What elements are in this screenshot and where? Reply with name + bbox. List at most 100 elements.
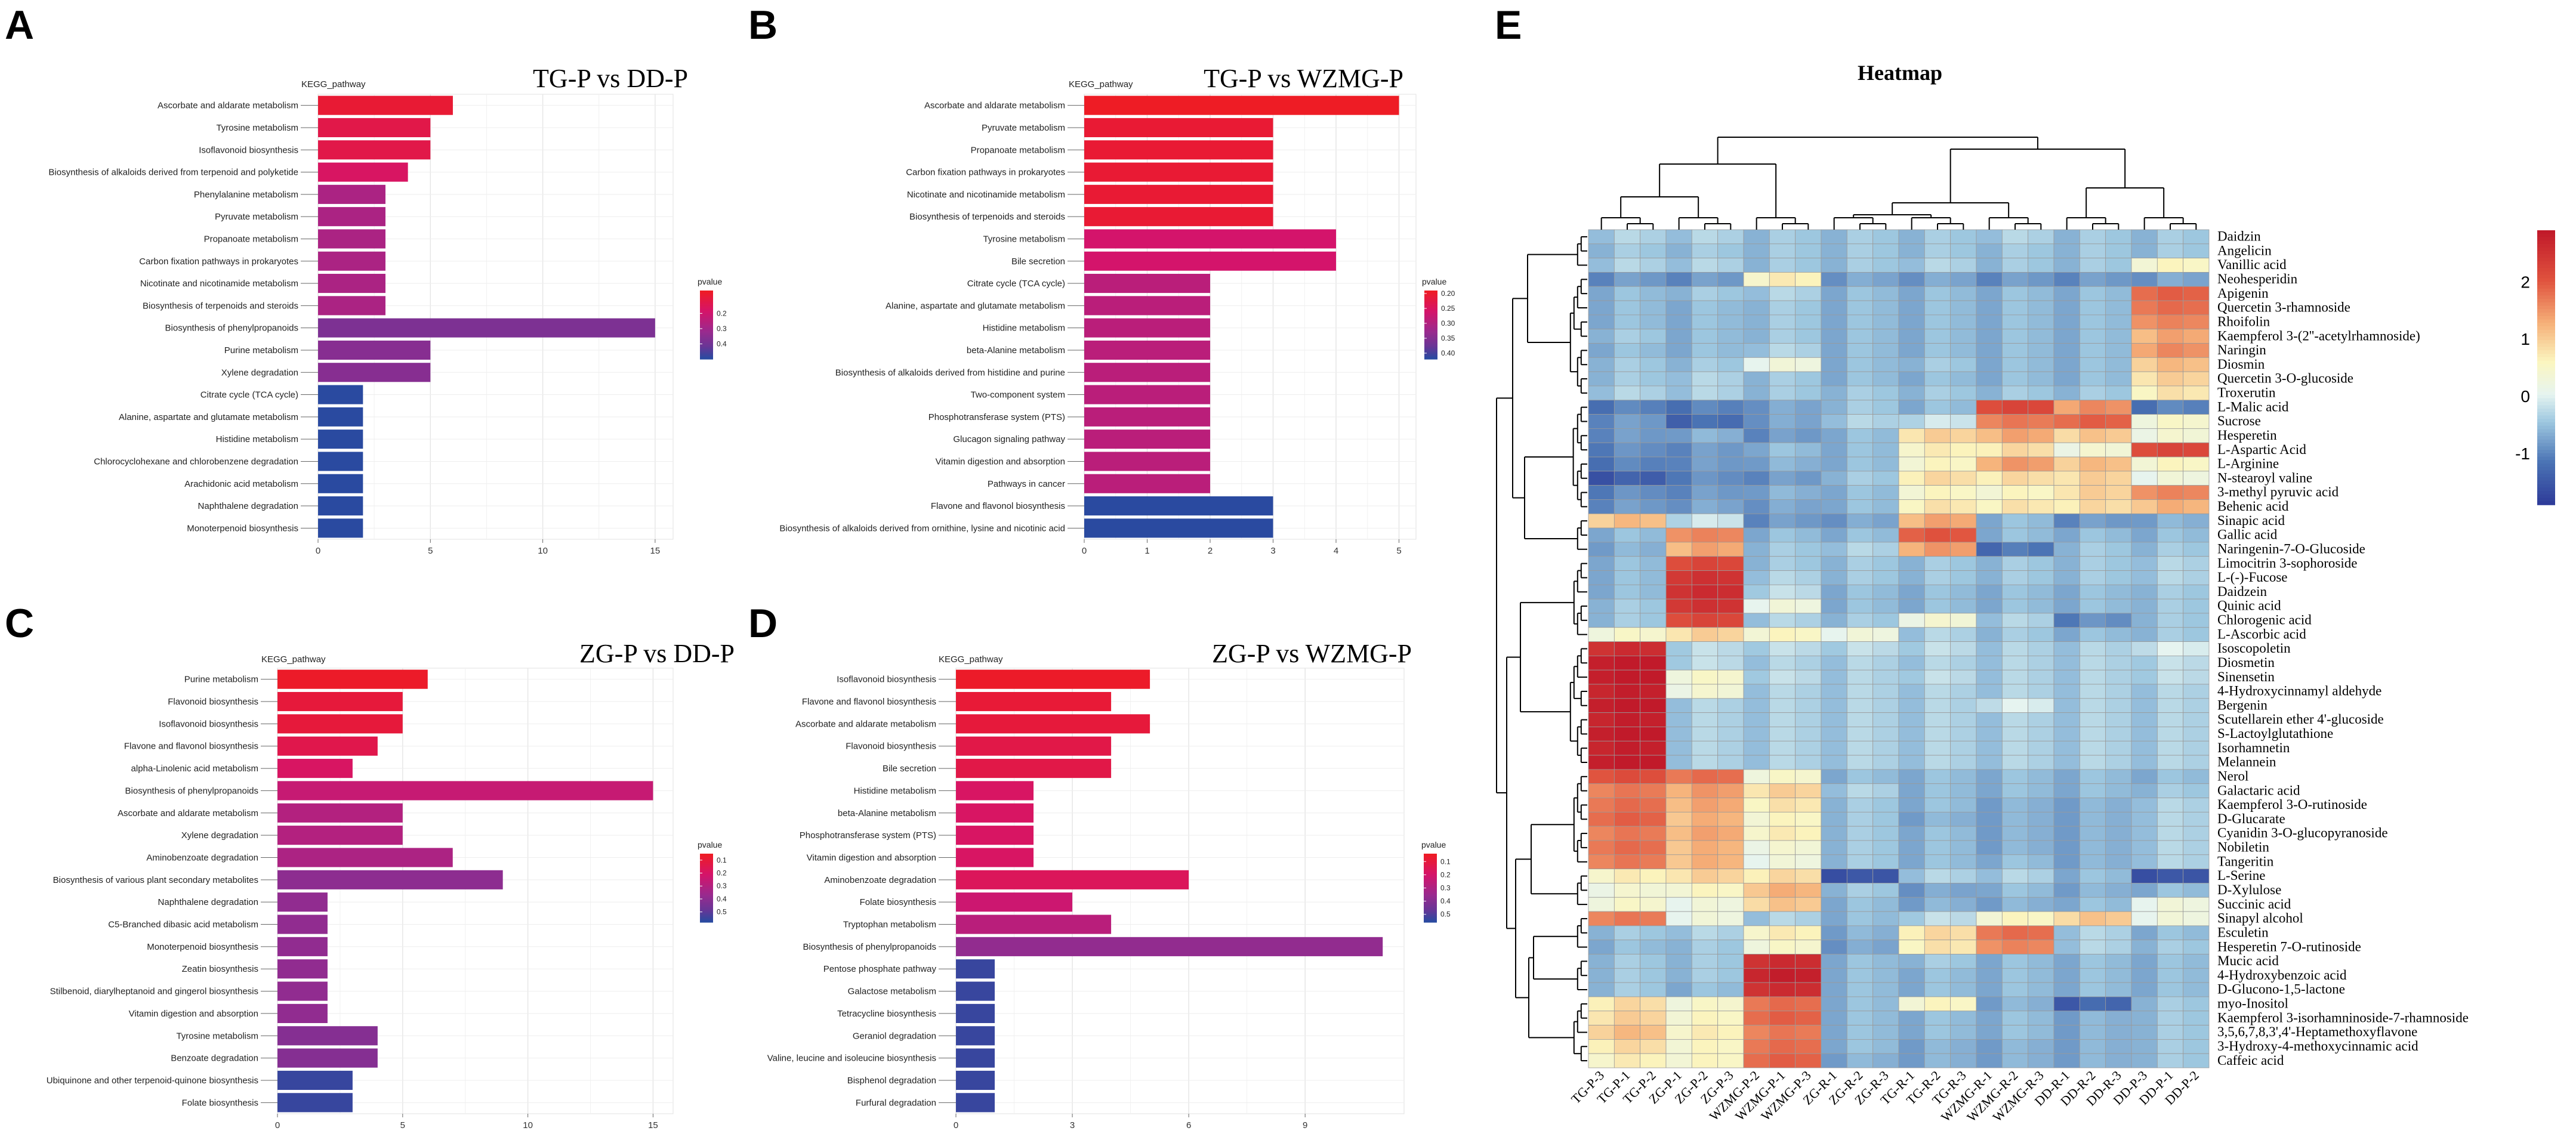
heatmap-cell — [1872, 357, 1899, 372]
legend-gradient-segment — [700, 309, 713, 312]
heatmap-cell — [1950, 769, 1977, 784]
heatmap-cell — [1691, 300, 1719, 316]
y-tick-label: Vitamin digestion and absorption — [936, 456, 1065, 466]
heatmap-cell — [1614, 727, 1641, 742]
colorbar-segment — [2537, 422, 2555, 427]
heatmap-cell — [1769, 698, 1796, 713]
heatmap-cell — [2053, 272, 2080, 287]
heatmap-cell — [1640, 1011, 1667, 1025]
heatmap-cell — [1769, 556, 1796, 571]
heatmap-cell — [1769, 897, 1796, 912]
legend-gradient-segment — [700, 864, 713, 866]
y-tick-label: Benzoate degradation — [171, 1054, 258, 1064]
heatmap-cell — [2131, 314, 2158, 330]
heatmap-cell — [1769, 712, 1796, 727]
panel-title: ZG-P vs DD-P — [579, 639, 735, 668]
colorbar-segment — [2537, 274, 2555, 279]
heatmap-cell — [1846, 1053, 1874, 1068]
heatmap-cell — [1898, 727, 1925, 742]
heatmap-cell — [1640, 314, 1667, 330]
heatmap-cell — [1898, 485, 1925, 500]
heatmap-cell — [1769, 968, 1796, 983]
legend-gradient-segment — [1424, 292, 1437, 295]
colorbar-segment — [2537, 251, 2555, 255]
legend-tick-label: 0.4 — [717, 339, 727, 348]
heatmap-cell — [2053, 598, 2080, 614]
heatmap-cell — [1950, 1025, 1977, 1040]
heatmap-cell — [2001, 940, 2029, 954]
bar-two-component-system — [1084, 385, 1211, 404]
heatmap-cell — [1795, 656, 1822, 671]
heatmap-cell — [1588, 798, 1615, 812]
heatmap-cell — [2001, 925, 2029, 941]
colorbar-segment — [2537, 419, 2555, 423]
y-tick-label: Vitamin digestion and absorption — [129, 1009, 258, 1019]
colorbar-segment — [2537, 347, 2555, 351]
heatmap-cell — [1846, 428, 1874, 443]
heatmap-cell — [1872, 442, 1899, 458]
legend-gradient-segment — [700, 313, 713, 315]
heatmap-cell — [1691, 286, 1719, 301]
heatmap-cell — [1614, 811, 1641, 827]
heatmap-cell — [1588, 357, 1615, 372]
kegg-pathway-label: KEGG_pathway — [1069, 79, 1133, 89]
legend-gradient-segment — [700, 872, 713, 875]
heatmap-cell — [1717, 911, 1744, 926]
heatmap-cell — [1614, 414, 1641, 429]
heatmap-cell — [1614, 712, 1641, 727]
bar-biosynthesis-of-various-plant-secondary-metabolites — [277, 870, 503, 889]
heatmap-cell — [1976, 840, 2003, 855]
heatmap-cell — [1665, 727, 1692, 742]
legend-gradient-segment — [700, 913, 713, 916]
heatmap-cell — [2079, 968, 2106, 983]
heatmap-cell — [1950, 996, 1977, 1012]
heatmap-cell — [1872, 669, 1899, 685]
heatmap-cell — [1976, 1011, 2003, 1025]
y-tick-label: Flavone and flavonol biosynthesis — [124, 742, 258, 752]
heatmap-cell — [1872, 712, 1899, 727]
row-label: D-Glucarate — [2217, 811, 2285, 826]
heatmap-cell — [2001, 769, 2029, 784]
heatmap-cell — [2183, 258, 2210, 273]
heatmap-cell — [2183, 513, 2210, 529]
row-label: L-Malic acid — [2217, 399, 2289, 414]
heatmap-cell — [2105, 229, 2132, 245]
heatmap-cell — [2157, 783, 2184, 798]
heatmap-cell — [1950, 897, 1977, 912]
plot-area — [1084, 94, 1417, 540]
heatmap-cell — [1846, 996, 1874, 1012]
heatmap-cell — [1821, 527, 1847, 543]
heatmap-cell — [2053, 428, 2080, 443]
bar-phosphotransferase-system-pts- — [956, 826, 1034, 845]
heatmap-cell — [1872, 996, 1899, 1012]
heatmap-cell — [1846, 542, 1874, 557]
heatmap-cell — [2028, 456, 2054, 472]
heatmap-cell — [2183, 471, 2210, 486]
colorbar-segment — [2537, 398, 2555, 403]
heatmap-cell — [1950, 968, 1977, 983]
heatmap-cell — [1924, 485, 1951, 500]
heatmap-cell — [1769, 400, 1796, 415]
heatmap-cell — [2105, 1025, 2132, 1040]
y-tick-label: Arachidonic acid metabolism — [184, 479, 298, 489]
heatmap-cell — [1821, 1039, 1847, 1054]
colorbar-segment — [2537, 295, 2555, 299]
heatmap-cell — [1717, 712, 1744, 727]
y-tick-label: Biosynthesis of phenylpropanoids — [165, 323, 298, 333]
heatmap-cell — [1898, 499, 1925, 514]
heatmap-cell — [1614, 229, 1641, 245]
heatmap-cell — [1950, 414, 1977, 429]
heatmap-cell — [2131, 911, 2158, 926]
heatmap-cell — [1924, 400, 1951, 415]
heatmap-cell — [2157, 982, 2184, 997]
heatmap-cell — [1924, 783, 1951, 798]
heatmap-cell — [1691, 243, 1719, 259]
heatmap-cell — [1872, 272, 1899, 287]
heatmap-cell — [1717, 854, 1744, 870]
heatmap-cell — [2053, 329, 2080, 344]
heatmap-cell — [1769, 300, 1796, 316]
heatmap-cell — [1795, 698, 1822, 713]
legend-tick-label: 0.5 — [1440, 910, 1451, 919]
heatmap-cell — [2079, 669, 2106, 685]
heatmap-cell — [2105, 798, 2132, 812]
